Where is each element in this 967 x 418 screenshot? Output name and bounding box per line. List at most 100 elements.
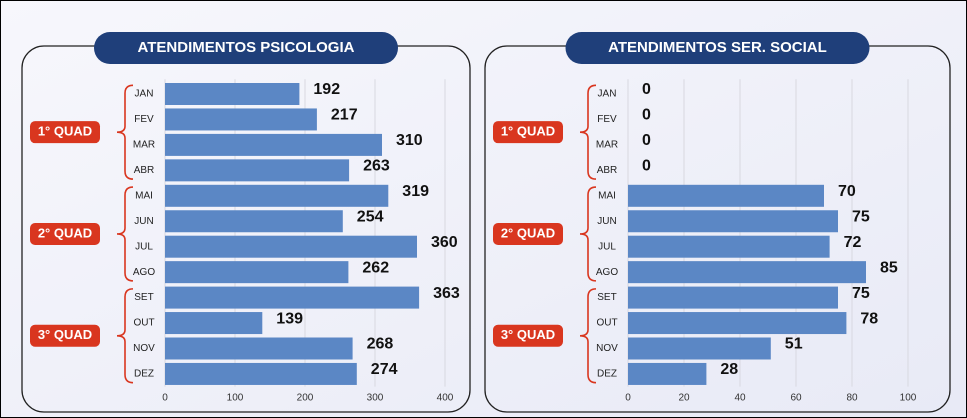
- value-label: 263: [363, 158, 390, 175]
- category-label: FEV: [134, 114, 154, 125]
- category-label: NOV: [596, 343, 618, 354]
- x-tick-label: 40: [734, 393, 746, 404]
- bar: [165, 362, 357, 385]
- value-label: 192: [313, 81, 340, 98]
- value-label: 0: [642, 132, 651, 149]
- group-label: 1° QUAD: [38, 124, 92, 139]
- value-label: 51: [785, 336, 803, 353]
- group-label: 1° QUAD: [501, 124, 555, 139]
- value-label: 0: [642, 107, 651, 124]
- value-label: 75: [852, 285, 870, 302]
- value-label: 72: [844, 234, 862, 251]
- bar: [165, 235, 417, 258]
- group-bracket: [579, 288, 597, 384]
- x-tick-label: 100: [900, 393, 917, 404]
- bar: [628, 235, 830, 258]
- group-bracket: [116, 84, 134, 180]
- category-label: DEZ: [597, 369, 617, 380]
- category-label: ABR: [597, 165, 618, 176]
- bar: [628, 210, 838, 233]
- group-badge: [493, 121, 563, 144]
- bar: [628, 362, 707, 385]
- x-tick-label: 0: [162, 393, 168, 404]
- category-label: JAN: [135, 89, 154, 100]
- x-tick-label: 20: [678, 393, 690, 404]
- x-tick-label: 300: [367, 393, 384, 404]
- value-label: 363: [433, 285, 460, 302]
- group-bracket: [579, 186, 597, 282]
- bar: [165, 159, 350, 182]
- x-tick-label: 200: [297, 393, 314, 404]
- value-label: 78: [860, 310, 878, 327]
- bar: [165, 286, 420, 309]
- group-badge: [30, 121, 100, 144]
- category-label: MAI: [598, 190, 616, 201]
- category-label: OUT: [596, 318, 617, 329]
- category-label: MAR: [133, 140, 155, 151]
- category-label: DEZ: [134, 369, 154, 380]
- x-tick-label: 60: [790, 393, 802, 404]
- bar: [165, 337, 353, 360]
- bar: [165, 133, 382, 156]
- value-label: 360: [431, 234, 458, 251]
- value-label: 75: [852, 208, 870, 225]
- chart-title: ATENDIMENTOS PSICOLOGIA: [138, 39, 355, 56]
- bar: [165, 312, 263, 335]
- bar: [165, 83, 300, 105]
- value-label: 139: [276, 310, 303, 327]
- value-label: 268: [367, 336, 394, 353]
- group-badge: [493, 324, 563, 347]
- group-label: 2° QUAD: [501, 225, 555, 240]
- bar: [628, 261, 866, 284]
- title-pill: [94, 32, 398, 64]
- value-label: 254: [357, 208, 384, 225]
- group-badge: [493, 222, 563, 245]
- group-badge: [30, 324, 100, 347]
- category-label: AGO: [596, 267, 618, 278]
- x-tick-label: 80: [846, 393, 858, 404]
- value-label: 217: [331, 107, 358, 124]
- bar: [165, 108, 317, 131]
- title-pill: [565, 32, 870, 64]
- bar: [165, 184, 389, 207]
- category-label: SET: [597, 292, 616, 303]
- category-label: JUL: [598, 241, 616, 252]
- value-label: 85: [880, 259, 898, 276]
- chart-title: ATENDIMENTOS SER. SOCIAL: [608, 39, 827, 56]
- group-bracket: [579, 84, 597, 180]
- x-tick-label: 0: [625, 393, 631, 404]
- value-label: 0: [642, 158, 651, 175]
- group-label: 3° QUAD: [38, 327, 92, 342]
- group-bracket: [116, 186, 134, 282]
- category-label: JUN: [134, 216, 153, 227]
- category-label: MAR: [596, 140, 618, 151]
- bar: [628, 337, 771, 360]
- bar: [628, 184, 824, 207]
- x-tick-label: 400: [437, 393, 454, 404]
- category-label: JUN: [597, 216, 616, 227]
- x-tick-label: 100: [227, 393, 244, 404]
- bar: [628, 286, 838, 309]
- category-label: OUT: [133, 318, 154, 329]
- group-label: 2° QUAD: [38, 225, 92, 240]
- category-label: SET: [134, 292, 153, 303]
- category-label: AGO: [133, 267, 155, 278]
- value-label: 319: [402, 183, 429, 200]
- category-label: JUL: [135, 241, 153, 252]
- value-label: 262: [362, 259, 389, 276]
- bar: [628, 312, 847, 335]
- bar: [165, 210, 343, 233]
- group-label: 3° QUAD: [501, 327, 555, 342]
- bar: [165, 261, 349, 284]
- category-label: FEV: [597, 114, 617, 125]
- value-label: 28: [720, 361, 738, 378]
- value-label: 70: [838, 183, 856, 200]
- group-badge: [30, 222, 100, 245]
- category-label: MAI: [135, 190, 153, 201]
- value-label: 0: [642, 81, 651, 98]
- group-bracket: [116, 288, 134, 384]
- value-label: 310: [396, 132, 423, 149]
- category-label: ABR: [134, 165, 155, 176]
